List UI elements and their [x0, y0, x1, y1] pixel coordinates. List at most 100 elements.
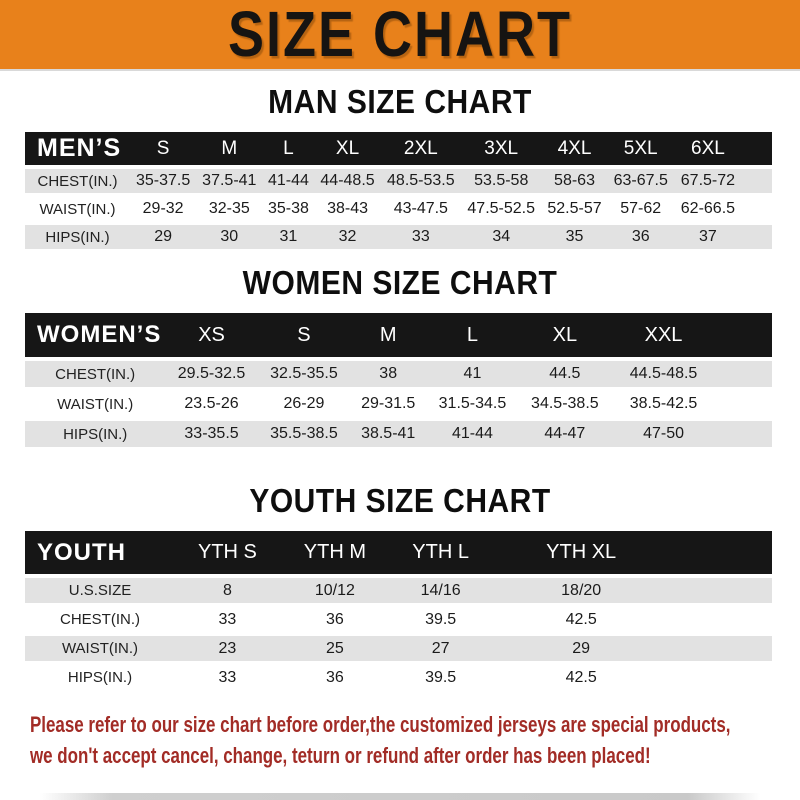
- column-header: M: [350, 313, 427, 357]
- column-header: M: [196, 132, 263, 165]
- table-cell: 29.5-32.5: [165, 361, 258, 387]
- table-cell: 33: [175, 665, 280, 690]
- men-size-table: MEN’S S M L XL 2XL 3XL 4XL 5XL 6XL CHEST(IN.) 35-37…: [25, 128, 772, 253]
- row-label: HIPS(IN.): [25, 665, 175, 690]
- table-cell: 44.5: [518, 361, 612, 387]
- row-label: WAIST(IN.): [25, 197, 130, 221]
- table-cell: 44-47: [518, 421, 612, 447]
- table-cell: 41: [426, 361, 519, 387]
- footer-note: Please refer to our size chart before or…: [30, 709, 800, 771]
- section-youth: YOUTH SIZE CHART YOUTH YTH S YTH M YTH L YTH…: [0, 482, 800, 694]
- table-cell: 62-66.5: [673, 197, 772, 221]
- table-cell: 63-67.5: [607, 169, 674, 193]
- table-cell: 67.5-72: [673, 169, 772, 193]
- table-row: CHEST(IN.) 35-37.5 37.5-41 41-44 44-48.5 48.5…: [25, 169, 772, 193]
- youth-section-heading: YOUTH SIZE CHART: [249, 482, 551, 520]
- row-label: CHEST(IN.): [25, 607, 175, 632]
- table-cell: 48.5-53.5: [380, 169, 462, 193]
- column-header: 5XL: [607, 132, 674, 165]
- table-cell: 57-62: [607, 197, 674, 221]
- table-cell: 37: [673, 225, 772, 249]
- table-cell: 29: [130, 225, 197, 249]
- table-row: HIPS(IN.) 33-35.5 35.5-38.5 38.5-41 41-44 44-…: [25, 421, 772, 447]
- table-cell: 47-50: [611, 421, 772, 447]
- table-cell: 41-44: [426, 421, 519, 447]
- table-header-row: MEN’S S M L XL 2XL 3XL 4XL 5XL 6XL: [25, 132, 772, 165]
- table-row: WAIST(IN.) 23 25 27 29: [25, 636, 772, 661]
- table-cell: 41-44: [262, 169, 315, 193]
- footer-line-2: we don't accept cancel, change, teturn o…: [30, 743, 651, 768]
- column-header: S: [130, 132, 197, 165]
- table-cell: 33: [175, 607, 280, 632]
- table-row: HIPS(IN.) 33 36 39.5 42.5: [25, 665, 772, 690]
- table-cell: 29-32: [130, 197, 197, 221]
- table-cell: 32-35: [196, 197, 263, 221]
- table-cell: 31.5-34.5: [426, 391, 519, 417]
- table-cell: 29-31.5: [350, 391, 427, 417]
- column-header: XL: [518, 313, 612, 357]
- banner-title: SIZE CHART: [228, 0, 572, 70]
- table-cell: 53.5-58: [461, 169, 542, 193]
- row-label: WAIST(IN.): [25, 636, 175, 661]
- table-cell: 35.5-38.5: [257, 421, 351, 447]
- column-header: YTH M: [279, 531, 390, 574]
- table-cell: 38.5-42.5: [611, 391, 772, 417]
- table-cell: 36: [279, 607, 390, 632]
- table-cell: 35-38: [262, 197, 315, 221]
- table-row: WAIST(IN.) 29-32 32-35 35-38 38-43 43-47.5 47.…: [25, 197, 772, 221]
- section-women: WOMEN SIZE CHART WOMEN’S XS S M L XL XXL CHEST(…: [0, 264, 800, 451]
- table-cell: 32: [314, 225, 381, 249]
- column-header: 6XL: [673, 132, 772, 165]
- table-cell: 47.5-52.5: [461, 197, 542, 221]
- table-cell: 30: [196, 225, 263, 249]
- column-header: YTH XL: [491, 531, 772, 574]
- banner: SIZE CHART: [0, 0, 800, 71]
- table-cell: 38: [350, 361, 427, 387]
- table-row: HIPS(IN.) 29 30 31 32 33 34 35 36 37: [25, 225, 772, 249]
- women-section-heading: WOMEN SIZE CHART: [242, 264, 558, 302]
- men-section-heading: MAN SIZE CHART: [268, 83, 532, 121]
- footer-line-1: Please refer to our size chart before or…: [30, 712, 731, 737]
- table-cell: 52.5-57: [541, 197, 608, 221]
- table-cell: 36: [279, 665, 390, 690]
- table-cell: 42.5: [491, 607, 772, 632]
- women-size-table: WOMEN’S XS S M L XL XXL CHEST(IN.) 29.5-32.5 32.5…: [25, 309, 772, 451]
- table-cell: 44-48.5: [314, 169, 381, 193]
- table-cell: 34: [461, 225, 542, 249]
- column-header: L: [426, 313, 519, 357]
- row-label: CHEST(IN.): [25, 361, 166, 387]
- table-cell: 35-37.5: [130, 169, 197, 193]
- table-group-label: WOMEN’S: [25, 313, 166, 357]
- table-cell: 42.5: [491, 665, 772, 690]
- table-cell: 29: [491, 636, 772, 661]
- table-cell: 14/16: [389, 578, 492, 603]
- column-header: 2XL: [380, 132, 462, 165]
- table-header-row: YOUTH YTH S YTH M YTH L YTH XL: [25, 531, 772, 574]
- table-cell: 44.5-48.5: [611, 361, 772, 387]
- column-header: YTH L: [389, 531, 492, 574]
- bottom-edge-strip: [40, 793, 760, 800]
- table-cell: 36: [607, 225, 674, 249]
- table-cell: 23: [175, 636, 280, 661]
- table-group-label: MEN’S: [25, 132, 130, 165]
- table-cell: 34.5-38.5: [518, 391, 612, 417]
- table-cell: 33-35.5: [165, 421, 258, 447]
- table-cell: 43-47.5: [380, 197, 462, 221]
- table-cell: 26-29: [257, 391, 351, 417]
- table-cell: 58-63: [541, 169, 608, 193]
- table-cell: 23.5-26: [165, 391, 258, 417]
- column-header: XS: [165, 313, 258, 357]
- table-row: CHEST(IN.) 29.5-32.5 32.5-35.5 38 41 44.5 44.5…: [25, 361, 772, 387]
- row-label: HIPS(IN.): [25, 225, 130, 249]
- table-cell: 10/12: [279, 578, 390, 603]
- column-header: XXL: [611, 313, 772, 357]
- row-label: CHEST(IN.): [25, 169, 130, 193]
- row-label: HIPS(IN.): [25, 421, 166, 447]
- table-cell: 18/20: [491, 578, 772, 603]
- column-header: S: [257, 313, 351, 357]
- youth-size-table: YOUTH YTH S YTH M YTH L YTH XL U.S.SIZE 8 10/12…: [25, 527, 772, 694]
- column-header: YTH S: [175, 531, 280, 574]
- table-cell: 31: [262, 225, 315, 249]
- table-cell: 39.5: [389, 607, 492, 632]
